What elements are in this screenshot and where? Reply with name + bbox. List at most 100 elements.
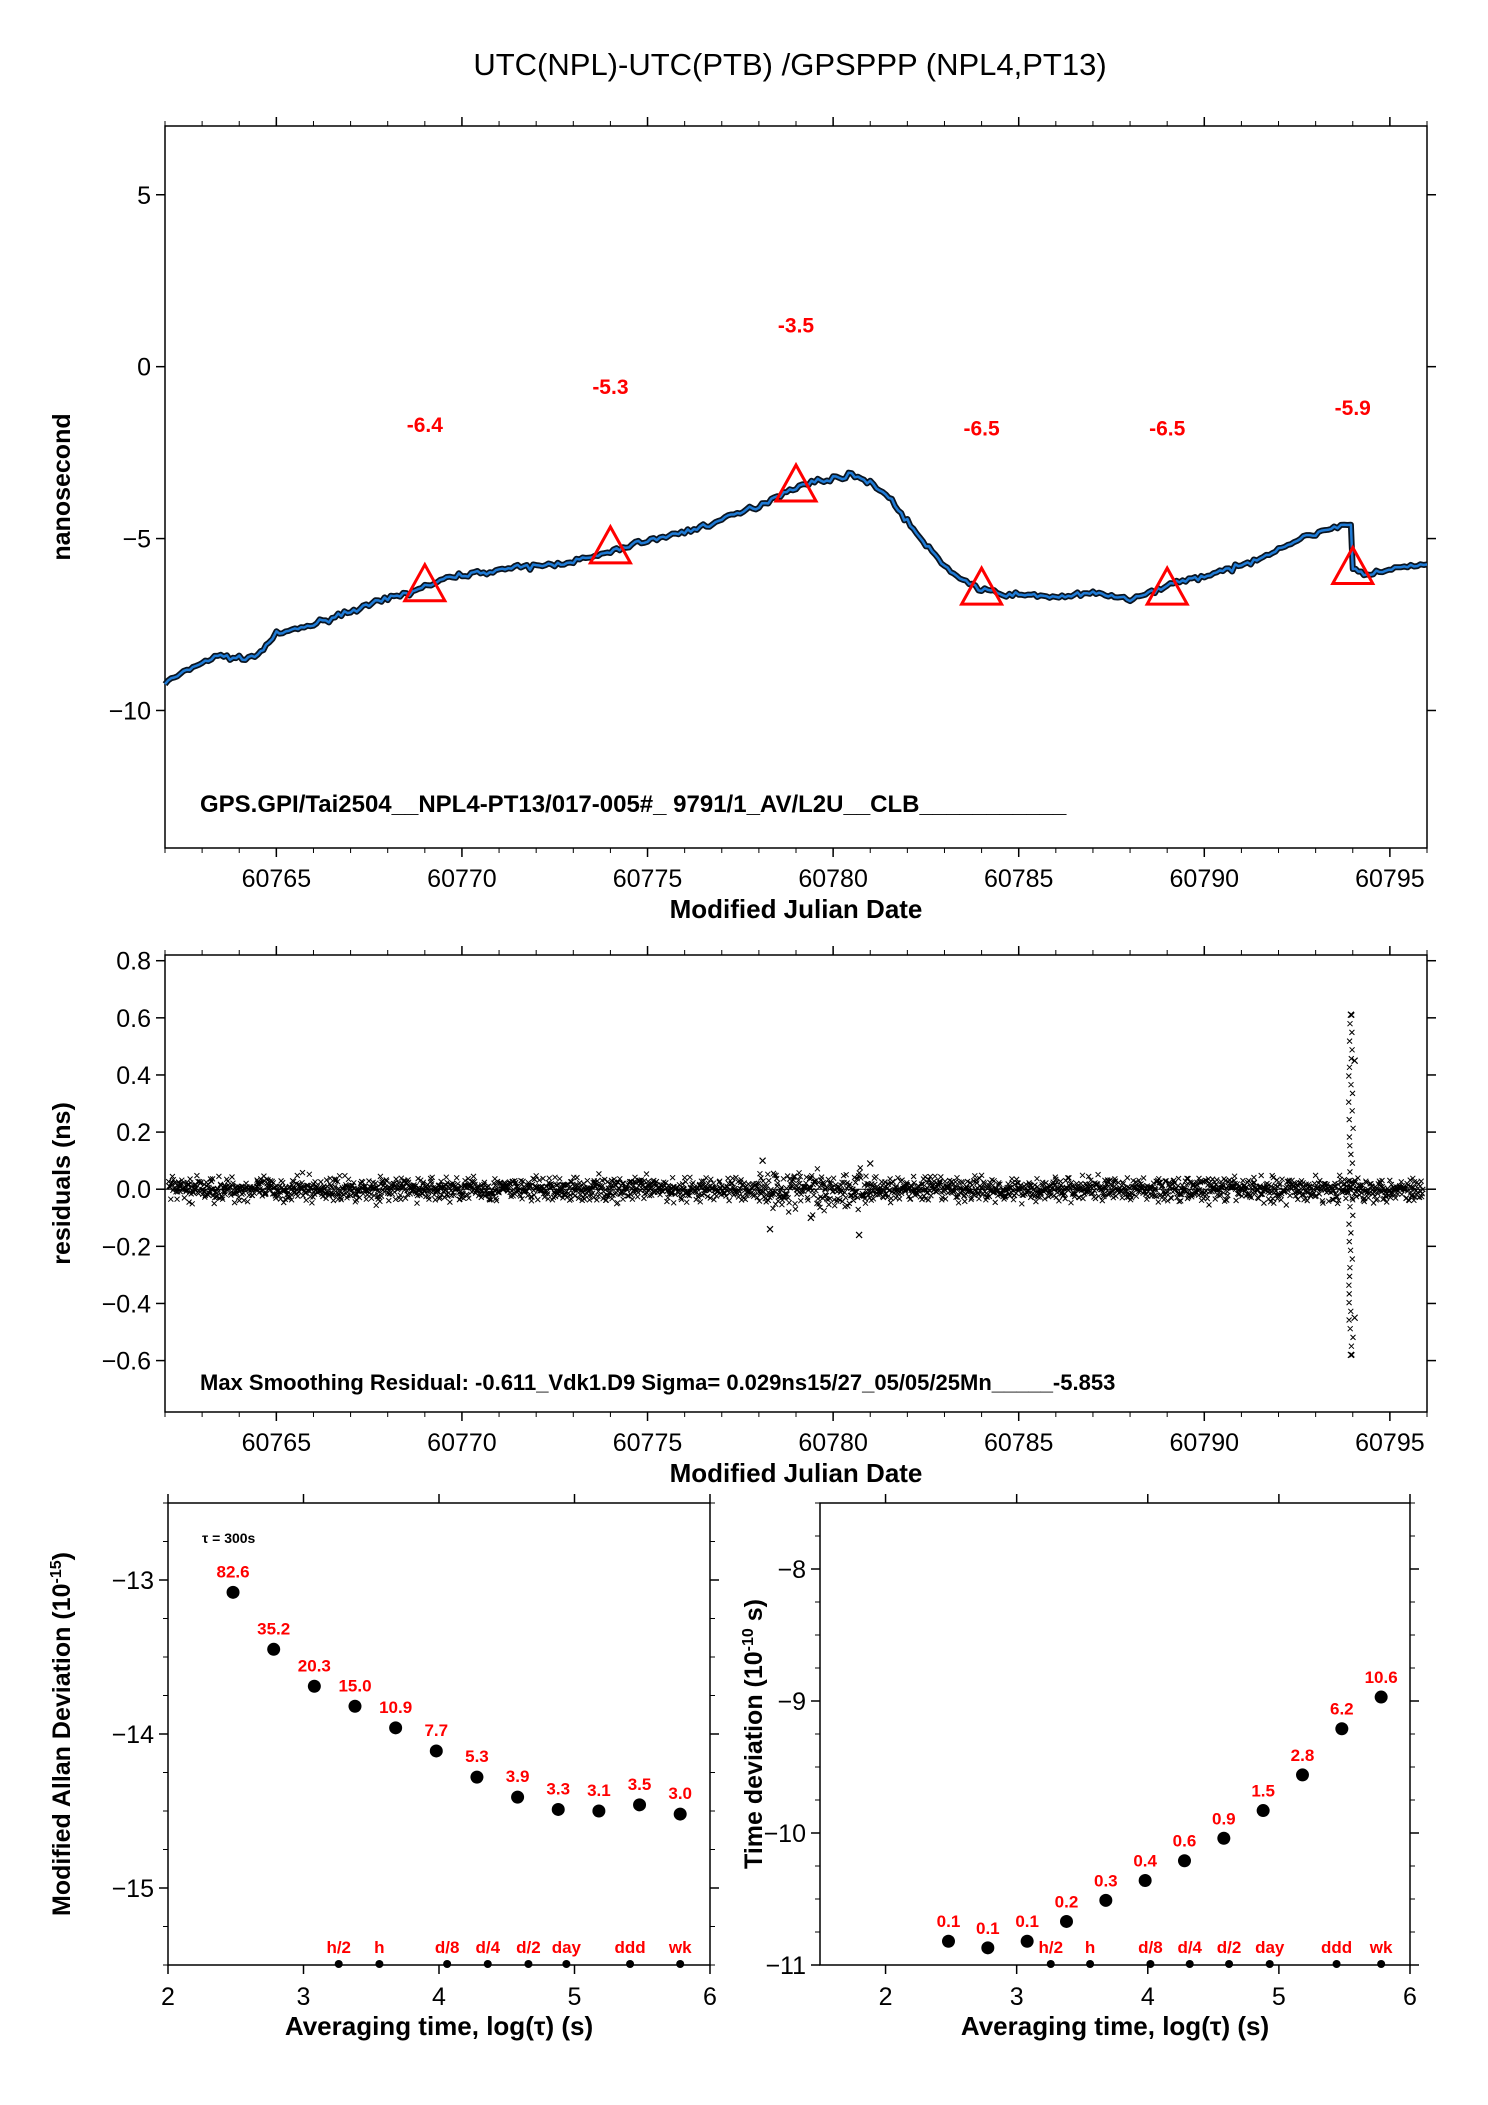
x-axis-label: Averaging time, log(τ) (s) [285,2011,593,2041]
marker-label: -6.5 [963,417,1000,440]
x-tick-label: 60765 [242,865,312,893]
reference-dot [1377,1960,1386,1968]
y-tick-label: 0.6 [116,1005,151,1033]
data-label: 0.4 [1133,1852,1157,1871]
data-label: 10.9 [379,1698,412,1717]
x-tick-label: 3 [297,1983,311,2011]
x-tick-label: 2 [879,1983,893,2011]
data-point [1059,1914,1073,1928]
mdev-panel: 2 3 4 5 6 −13 −14 −15 Averaging time, log(τ) (s)… [48,1494,719,2041]
data-point [267,1642,281,1656]
reference-label: h/2 [1038,1938,1063,1957]
reference-dot [1185,1960,1194,1968]
data-point [673,1807,687,1821]
figure-title: UTC(NPL)-UTC(PTB) /GPSPPP (NPL4,PT13) [473,47,1106,82]
reference-label: day [552,1938,582,1957]
tdev-panel: 2 3 4 5 6 −8 −9 −10 −11 Averaging time, log(τ) (s… [740,1494,1419,2041]
x-tick-label: 60790 [1170,865,1240,893]
x-tick-label: 4 [1141,1983,1155,2011]
data-point [429,1744,443,1758]
residual-outlier [759,1157,767,1165]
data-label: 3.1 [587,1781,611,1800]
data-label: 0.1 [1015,1912,1039,1931]
data-label: 3.5 [628,1775,652,1794]
reference-dot [334,1960,343,1968]
y-tick-label: 0.8 [116,948,151,976]
data-label: 1.5 [1251,1782,1275,1801]
x-tick-label: 60775 [613,865,683,893]
y-tick-label: −0.4 [102,1290,151,1318]
x-tick-label: 5 [1272,1983,1286,2011]
residual-outlier [855,1231,863,1239]
x-tick-label: 6 [703,1983,717,2011]
reference-dot [676,1960,685,1968]
data-label: 0.1 [937,1912,961,1931]
data-point [389,1721,403,1735]
y-tick-label: −0.6 [102,1348,151,1376]
reference-label: h [1085,1938,1095,1957]
reference-dot [562,1960,571,1968]
marker-triangle [1144,565,1190,606]
y-tick-label: −10 [764,1820,806,1848]
marker-triangle [402,561,448,603]
residual-outlier [807,1214,815,1222]
data-label: 5.3 [465,1747,489,1766]
reference-label: h/2 [326,1938,351,1957]
series-line-outline [162,469,1428,687]
x-tick-label: 60785 [984,1429,1054,1457]
marker-triangle [773,461,819,503]
x-tick-label: 60785 [984,865,1054,893]
reference-dot [1332,1960,1341,1968]
y-axis-label-text: Time deviation (10 [740,1651,768,1869]
residual-outlier [1347,1011,1355,1019]
marker-triangle [959,565,1005,606]
marker-triangle [1330,544,1376,586]
x-tick-label: 60780 [798,865,868,893]
residuals-panel: 60765 60770 60775 60780 60785 60790 60795 0.8 0.… [48,946,1436,1488]
y-tick-label: −11 [765,1952,806,1980]
data-point [307,1679,321,1693]
data-point [633,1798,647,1812]
y-axis-label: Modified Allan Deviation (10-15) [48,1552,76,1916]
residual-outlier [1347,1351,1355,1359]
y-tick-label: −0.2 [102,1233,151,1261]
y-tick-label: 5 [137,182,151,210]
data-point [470,1770,484,1784]
y-tick-label: 0.0 [116,1176,151,1204]
data-point [1295,1768,1309,1782]
y-tick-label: −5 [122,526,151,554]
data-label: 0.2 [1055,1892,1079,1911]
data-point [226,1585,240,1599]
x-axis-label: Modified Julian Date [670,894,923,924]
series-line [164,471,1428,686]
x-tick-label: 60790 [1170,1429,1240,1457]
y-tick-label: −15 [112,1875,154,1903]
data-label: 15.0 [338,1676,371,1695]
x-tick-label: 60795 [1355,865,1425,893]
y-axis-label: residuals (ns) [48,1102,76,1265]
reference-dot [1225,1960,1234,1968]
data-point [592,1804,606,1818]
data-label: 3.9 [506,1767,530,1786]
panel-annotation: GPS.GPI/Tai2504__NPL4-PT13/017-005#_ 979… [200,791,1067,818]
data-point [941,1934,955,1948]
data-label: 10.6 [1365,1668,1398,1687]
reference-label: d/4 [1177,1938,1202,1957]
y-tick-label: 0.4 [116,1062,151,1090]
y-tick-label: −14 [112,1721,155,1749]
data-label: 0.9 [1212,1809,1236,1828]
x-tick-label: 6 [1403,1983,1417,2011]
data-point [1138,1874,1152,1888]
reference-label: wk [668,1938,692,1957]
reference-label: ddd [614,1938,645,1957]
x-tick-label: 60795 [1355,1429,1425,1457]
x-tick-label: 60780 [798,1429,868,1457]
x-tick-label: 60765 [242,1429,312,1457]
tau-note: τ = 300s [202,1530,256,1546]
reference-label: wk [1369,1938,1393,1957]
x-tick-label: 2 [161,1983,175,2011]
y-axis-label: Time deviation (10-10 s) [740,1599,768,1869]
y-axis-label-exponent: -10 [740,1628,757,1651]
reference-dot [524,1960,533,1968]
